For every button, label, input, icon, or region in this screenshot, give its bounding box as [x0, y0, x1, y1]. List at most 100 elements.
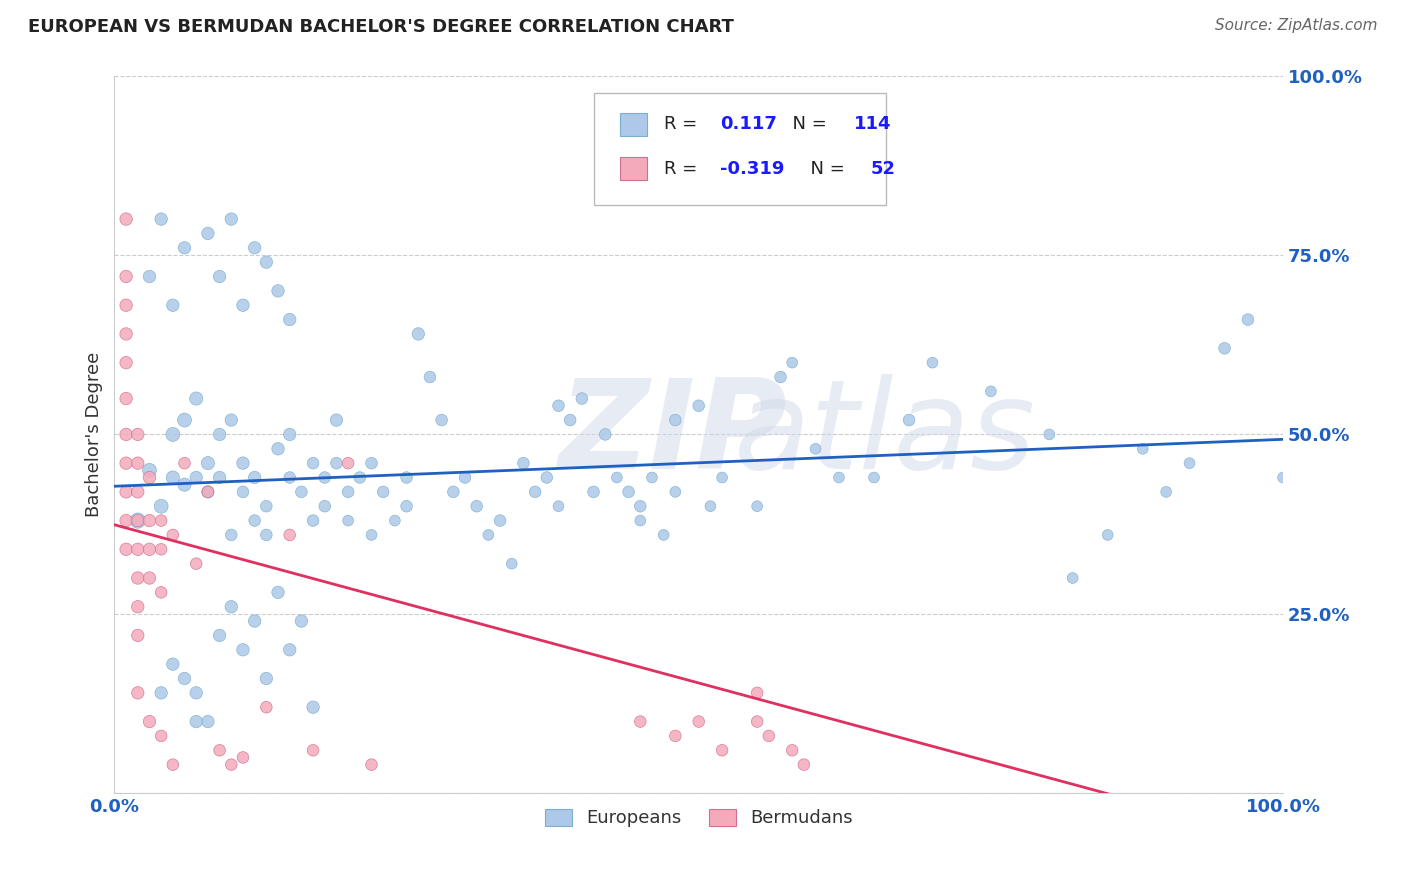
Point — [186, 392, 208, 406]
Point — [243, 470, 266, 484]
Point — [127, 542, 149, 557]
Point — [278, 312, 301, 326]
Point — [302, 700, 325, 714]
Point — [243, 514, 266, 528]
Point — [197, 484, 219, 499]
Bar — [620, 157, 647, 180]
Point — [441, 484, 464, 499]
Point — [150, 542, 173, 557]
Point — [314, 470, 336, 484]
Point — [606, 470, 628, 484]
Point — [489, 514, 512, 528]
Point — [138, 470, 160, 484]
Point — [197, 484, 219, 499]
Point — [267, 284, 290, 298]
Point — [197, 714, 219, 729]
Legend: Europeans, Bermudans: Europeans, Bermudans — [537, 801, 860, 835]
Point — [395, 500, 418, 514]
Text: -0.319: -0.319 — [720, 160, 785, 178]
Bar — [620, 113, 647, 136]
Point — [115, 298, 138, 312]
Point — [560, 413, 582, 427]
Point — [186, 714, 208, 729]
Point — [115, 484, 138, 499]
Point — [127, 686, 149, 700]
Point — [980, 384, 1002, 399]
Point — [373, 484, 395, 499]
Point — [769, 370, 792, 384]
Point — [115, 392, 138, 406]
Point — [232, 456, 254, 470]
Text: 0.117: 0.117 — [720, 115, 778, 133]
Point — [150, 585, 173, 599]
Point — [758, 729, 780, 743]
FancyBboxPatch shape — [593, 94, 886, 205]
Point — [115, 326, 138, 341]
Text: 114: 114 — [853, 115, 891, 133]
Point — [186, 557, 208, 571]
Point — [1062, 571, 1084, 585]
Point — [863, 470, 886, 484]
Point — [652, 528, 675, 542]
Point — [454, 470, 477, 484]
Point — [512, 456, 534, 470]
Point — [267, 585, 290, 599]
Point — [1097, 528, 1119, 542]
Point — [138, 514, 160, 528]
Point — [173, 672, 195, 686]
Point — [219, 599, 242, 614]
Point — [150, 212, 173, 227]
Point — [477, 528, 499, 542]
Text: 52: 52 — [870, 160, 896, 178]
Point — [254, 500, 277, 514]
Point — [138, 571, 160, 585]
Point — [173, 413, 195, 427]
Point — [290, 484, 312, 499]
Point — [524, 484, 547, 499]
Point — [547, 500, 569, 514]
Point — [150, 686, 173, 700]
Point — [641, 470, 664, 484]
Point — [501, 557, 523, 571]
Point — [138, 269, 160, 284]
Point — [208, 470, 231, 484]
Point — [395, 470, 418, 484]
Point — [793, 757, 815, 772]
Point — [325, 413, 347, 427]
Point — [115, 212, 138, 227]
Point — [173, 241, 195, 255]
Point — [465, 500, 488, 514]
Point — [232, 298, 254, 312]
Point — [360, 757, 382, 772]
Point — [921, 356, 943, 370]
Point — [582, 484, 605, 499]
Point — [278, 528, 301, 542]
Point — [571, 392, 593, 406]
Text: ZIP: ZIP — [558, 374, 787, 495]
Point — [302, 456, 325, 470]
Point — [243, 614, 266, 628]
Point — [360, 456, 382, 470]
Point — [127, 514, 149, 528]
Text: atlas: atlas — [734, 374, 1036, 495]
Point — [278, 427, 301, 442]
Point — [197, 456, 219, 470]
Point — [325, 456, 347, 470]
Point — [219, 757, 242, 772]
Point — [173, 477, 195, 491]
Point — [1213, 341, 1236, 355]
Point — [162, 470, 184, 484]
Point — [1132, 442, 1154, 456]
Point — [628, 500, 651, 514]
Point — [138, 714, 160, 729]
Point — [232, 642, 254, 657]
Point — [219, 413, 242, 427]
Point — [138, 542, 160, 557]
Point — [219, 212, 242, 227]
Point — [254, 700, 277, 714]
Point — [384, 514, 406, 528]
Point — [898, 413, 921, 427]
Point — [349, 470, 371, 484]
Point — [780, 356, 803, 370]
Point — [536, 470, 558, 484]
